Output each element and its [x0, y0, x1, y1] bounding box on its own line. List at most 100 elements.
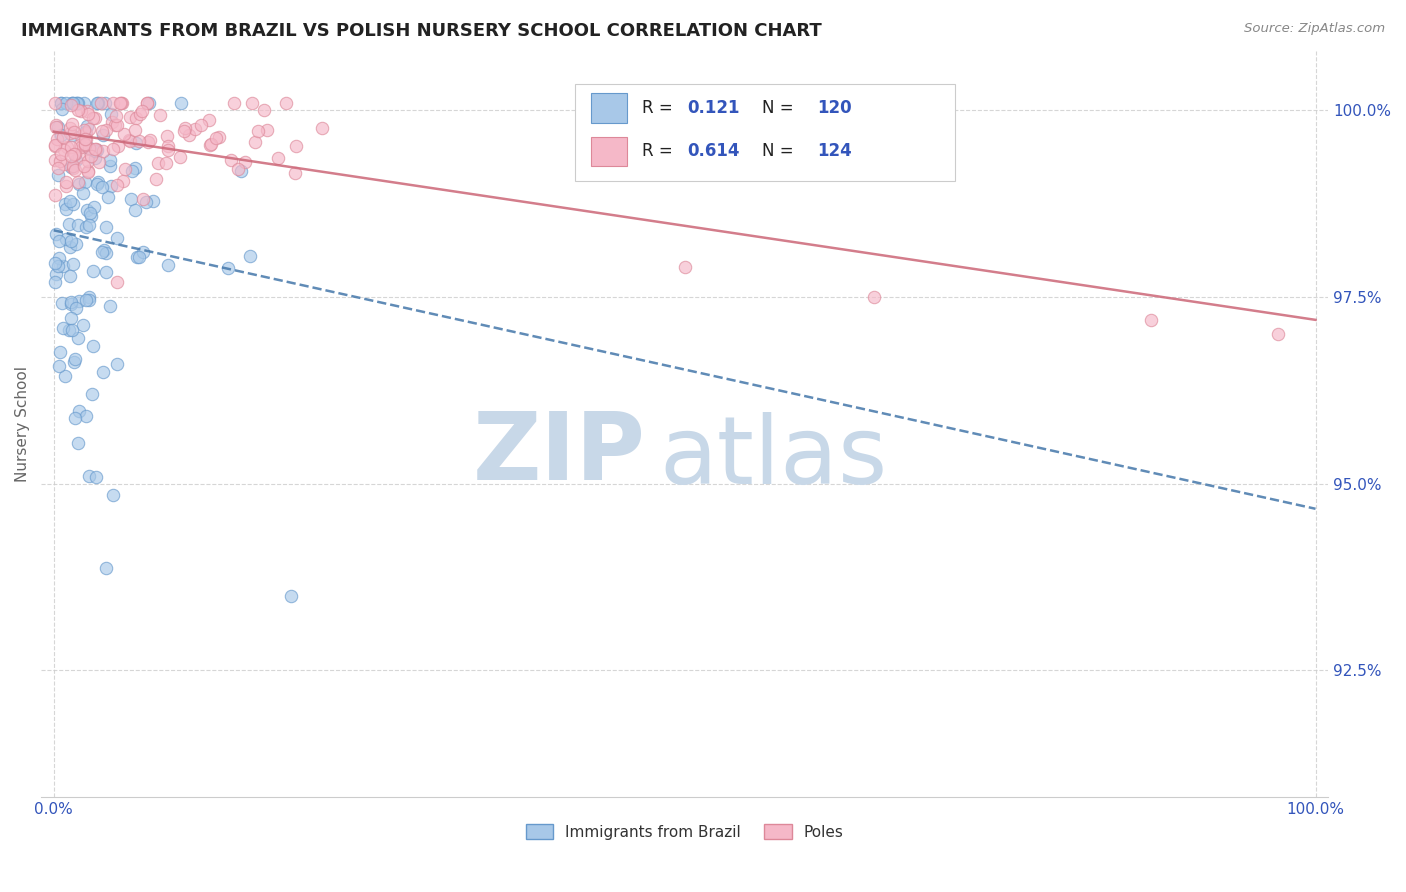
Point [66, 218, 89, 232]
Point [62, 95, 84, 110]
Point [246, 124, 269, 138]
Point [55, 202, 77, 217]
Point [48, 234, 70, 248]
Point [44, 139, 66, 153]
Point [52, 259, 75, 273]
Point [77, 153, 100, 168]
Point [135, 194, 157, 209]
Point [96, 220, 118, 235]
Point [280, 589, 302, 603]
Point [46, 168, 69, 182]
Point [239, 250, 262, 264]
Point [67, 103, 90, 117]
Point [45, 118, 67, 132]
Point [76, 119, 98, 133]
Point [100, 299, 122, 313]
Point [52, 321, 75, 335]
Point [73, 175, 96, 189]
Point [136, 95, 159, 110]
Point [94, 246, 117, 260]
Point [76, 164, 98, 178]
Point [104, 110, 127, 124]
Point [198, 112, 221, 127]
Point [53, 143, 76, 157]
Point [67, 404, 90, 418]
Point [55, 232, 77, 246]
Point [83, 144, 105, 158]
Point [149, 108, 172, 122]
Point [52, 129, 75, 144]
Point [91, 365, 114, 379]
Point [63, 410, 86, 425]
Point [77, 165, 100, 179]
Point [118, 110, 141, 124]
Point [82, 264, 104, 278]
Point [169, 150, 191, 164]
Point [79, 141, 101, 155]
Point [1267, 327, 1289, 342]
Point [44, 153, 66, 167]
Point [90, 124, 112, 138]
Point [66, 95, 89, 110]
Point [84, 151, 107, 165]
Point [45, 120, 67, 134]
Point [73, 159, 96, 173]
Text: R =: R = [643, 143, 678, 161]
Point [60, 95, 83, 110]
Point [101, 142, 124, 156]
Point [224, 95, 246, 110]
Point [62, 147, 84, 161]
Point [49, 95, 72, 110]
Text: N =: N = [762, 143, 799, 161]
Point [243, 136, 266, 150]
Point [59, 268, 82, 283]
Point [111, 174, 134, 188]
Point [121, 164, 143, 178]
Point [55, 95, 77, 110]
Point [59, 120, 82, 135]
Point [55, 178, 77, 193]
Point [101, 95, 124, 110]
Point [131, 104, 153, 119]
Point [60, 323, 83, 337]
Point [240, 96, 263, 111]
Point [127, 250, 149, 264]
Point [59, 160, 82, 174]
Legend: Immigrants from Brazil, Poles: Immigrants from Brazil, Poles [520, 818, 849, 846]
Point [69, 138, 91, 153]
Point [49, 153, 72, 168]
Point [83, 200, 105, 214]
Point [49, 146, 72, 161]
Point [63, 125, 86, 139]
Point [114, 162, 136, 177]
Point [125, 136, 148, 150]
Point [101, 488, 124, 502]
Text: R =: R = [643, 99, 678, 117]
Point [124, 123, 146, 137]
Point [105, 275, 128, 289]
Point [84, 142, 107, 156]
Point [75, 126, 97, 140]
Point [56, 140, 79, 154]
Point [94, 561, 117, 575]
Point [157, 258, 180, 272]
Point [190, 118, 212, 132]
Point [59, 240, 82, 254]
Point [63, 147, 86, 161]
Point [73, 136, 96, 151]
Text: atlas: atlas [659, 412, 887, 504]
Point [184, 122, 207, 136]
Point [86, 95, 108, 110]
Point [59, 149, 82, 163]
Point [217, 260, 239, 275]
Point [198, 138, 221, 153]
Point [108, 95, 131, 110]
Point [79, 293, 101, 307]
FancyBboxPatch shape [591, 94, 627, 123]
Point [67, 293, 90, 308]
Point [59, 297, 82, 311]
Point [44, 138, 66, 153]
Point [75, 409, 97, 423]
Point [105, 119, 128, 133]
Point [77, 122, 100, 136]
